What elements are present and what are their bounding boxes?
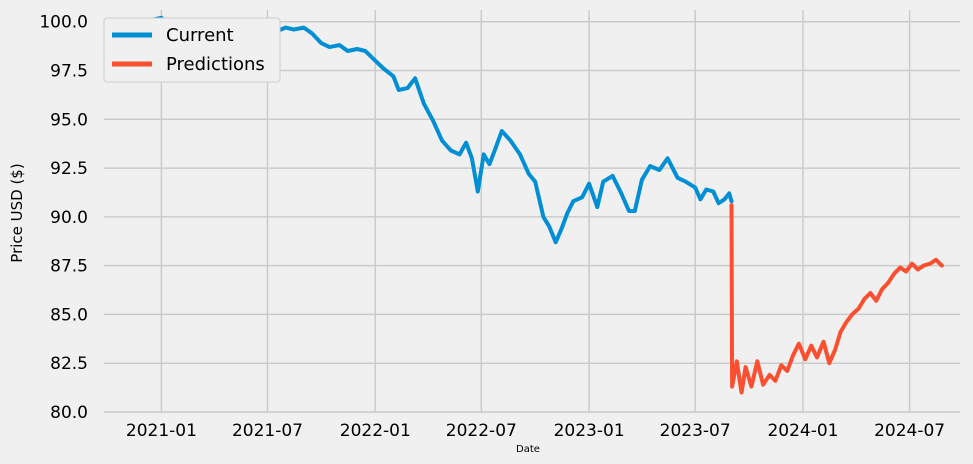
y-tick-label: 90.0 [50, 208, 88, 228]
tick-labels: 80.0 82.5 85.0 87.5 90.0 92.5 95.0 97.5 100.0 202… [39, 13, 945, 441]
legend-label-predictions: Predictions [166, 54, 265, 75]
y-axis-label: Price USD ($) [8, 163, 26, 262]
y-tick-label: 97.5 [50, 61, 88, 81]
y-tick-label: 87.5 [50, 257, 88, 277]
x-tick-label: 2021-01 [126, 421, 197, 441]
y-tick-label: 82.5 [50, 354, 88, 374]
y-tick-label: 85.0 [50, 305, 88, 325]
y-tick-label: 92.5 [50, 159, 88, 179]
y-tick-label: 95.0 [50, 110, 88, 130]
x-tick-label: 2024-01 [767, 421, 838, 441]
x-tick-label: 2021-07 [232, 421, 303, 441]
series-line-predictions [729, 203, 944, 395]
legend-label-current: Current [166, 25, 234, 46]
x-tick-label: 2023-07 [660, 421, 731, 441]
y-tick-label: 80.0 [50, 403, 88, 423]
x-axis-label: Date [516, 444, 540, 455]
legend: Current Predictions [103, 17, 281, 83]
x-tick-label: 2024-07 [874, 421, 945, 441]
x-tick-label: 2022-01 [340, 421, 411, 441]
y-tick-label: 100.0 [39, 13, 88, 33]
x-tick-label: 2023-01 [554, 421, 625, 441]
x-tick-label: 2022-07 [446, 421, 517, 441]
